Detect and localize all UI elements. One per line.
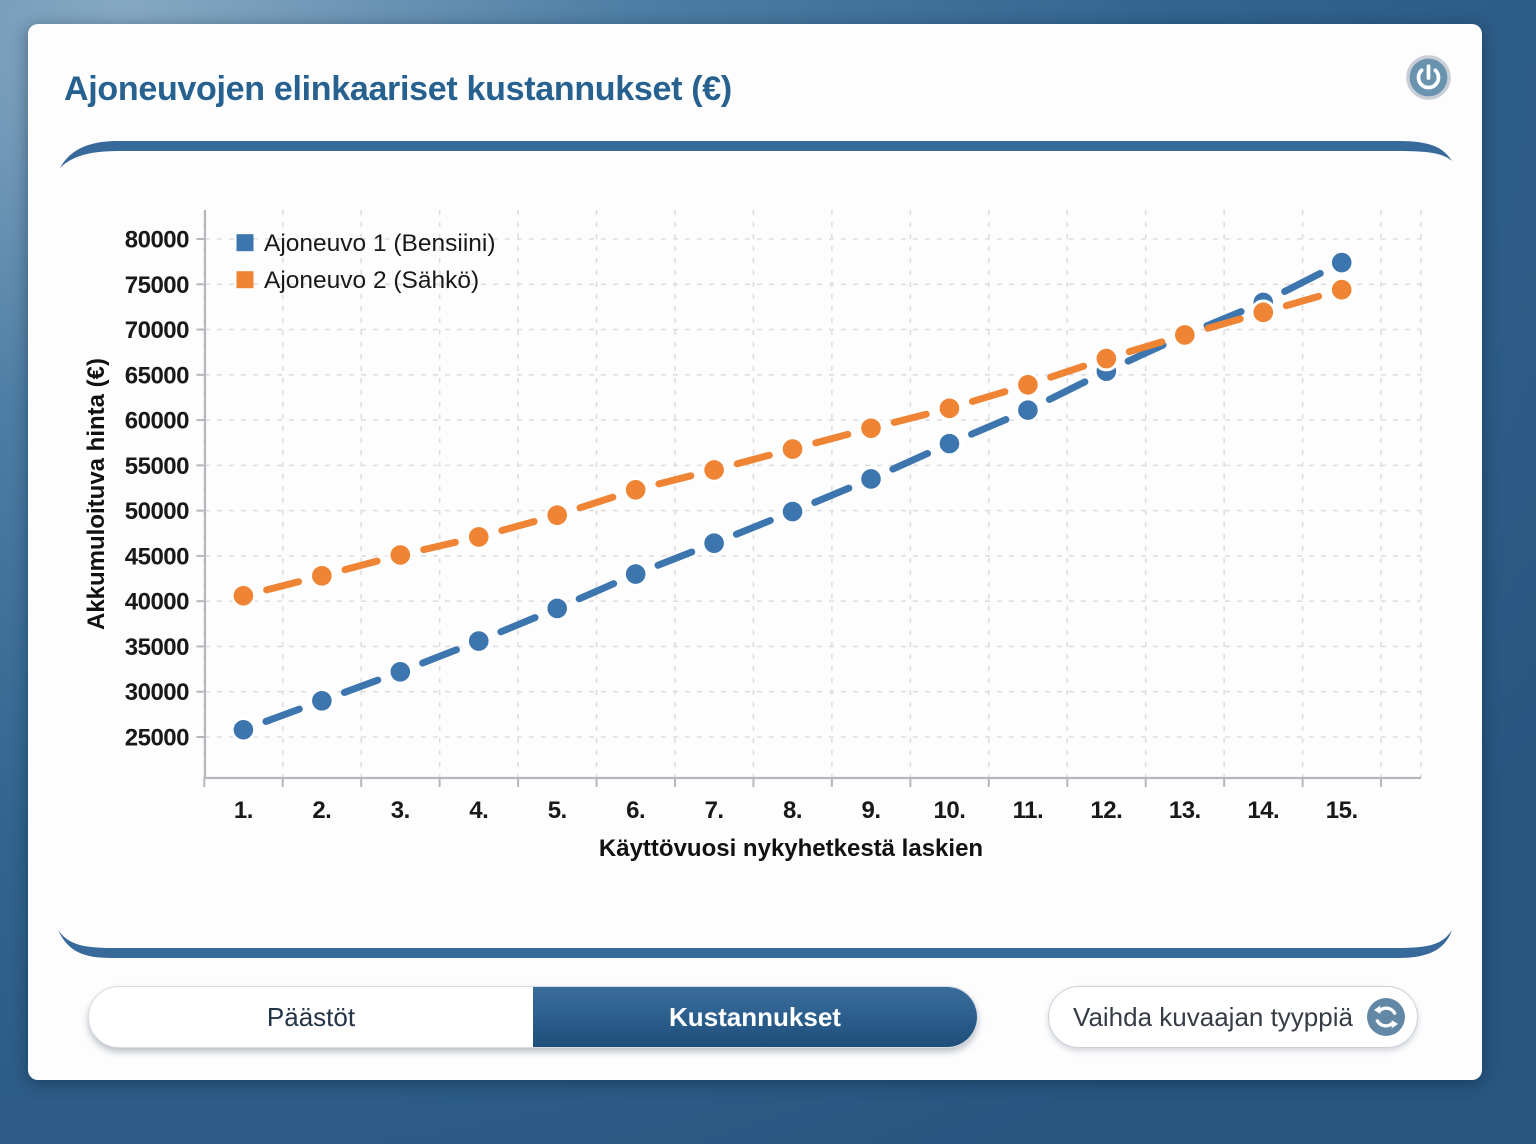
page-title: Ajoneuvojen elinkaariset kustannukset (€…: [64, 70, 732, 108]
change-chart-type-label: Vaihda kuvaajan tyyppiä: [1073, 1001, 1353, 1032]
tab-paastot[interactable]: Päästöt: [89, 987, 533, 1047]
tab-switcher: Päästöt Kustannukset: [88, 986, 978, 1048]
refresh-icon: [1367, 998, 1405, 1036]
bottom-toolbar: Päästöt Kustannukset Vaihda kuvaajan tyy…: [28, 986, 1482, 1048]
tab-kustannukset[interactable]: Kustannukset: [533, 987, 977, 1047]
change-chart-type-button[interactable]: Vaihda kuvaajan tyyppiä: [1048, 986, 1418, 1048]
content-card: Ajoneuvojen elinkaariset kustannukset (€…: [28, 24, 1482, 1080]
power-icon: [1406, 55, 1451, 100]
power-button[interactable]: [1405, 54, 1452, 101]
